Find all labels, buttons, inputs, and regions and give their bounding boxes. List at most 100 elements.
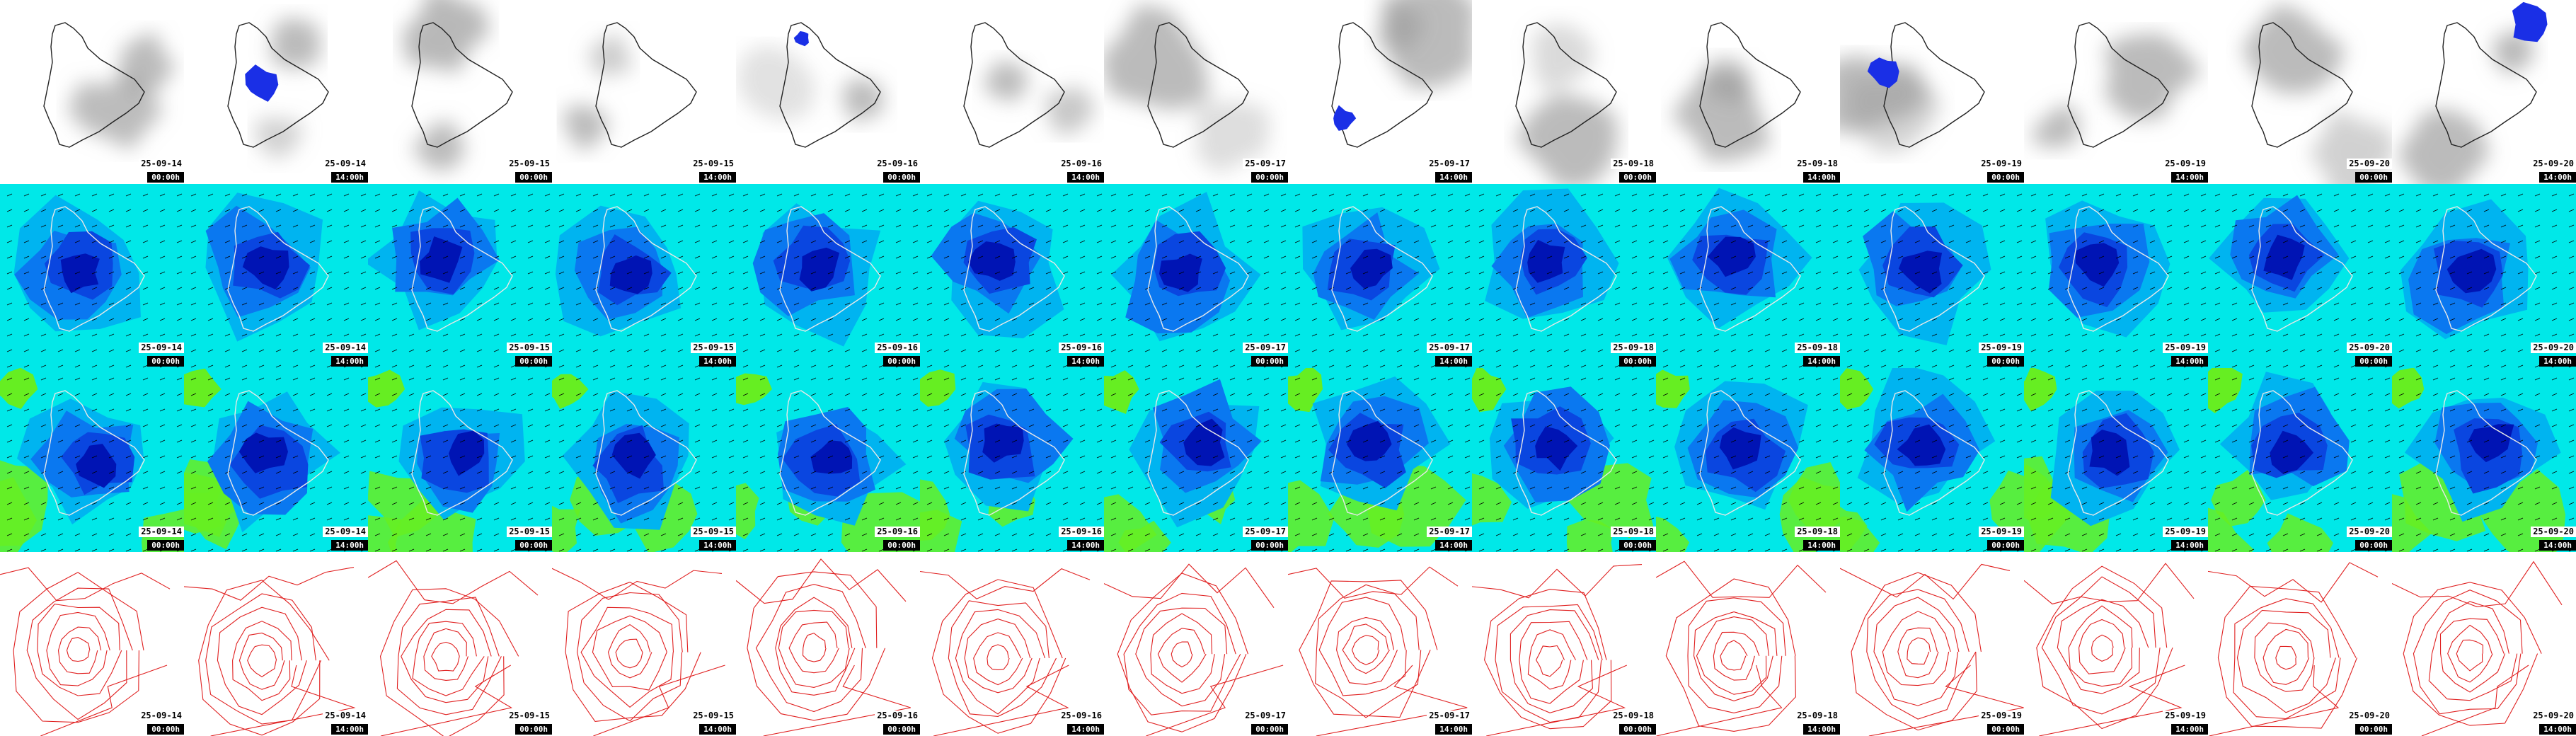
panel-clouds-precip-4: 25-09-15 14:00h (552, 0, 736, 184)
timestamp-hour: 00:00h (147, 724, 184, 735)
timestamp-hour: 14:00h (1435, 172, 1472, 183)
timestamp-label: 25-09-14 14:00h (317, 527, 368, 551)
timestamp-label: 25-09-17 00:00h (1237, 343, 1288, 367)
panel-field-a-6: 25-09-16 14:00h (920, 184, 1104, 368)
timestamp-label: 25-09-14 00:00h (133, 711, 184, 735)
timestamp-date: 25-09-18 (1611, 159, 1656, 169)
timestamp-label: 25-09-15 00:00h (501, 527, 552, 551)
timestamp-label: 25-09-19 00:00h (1973, 343, 2024, 367)
panel-pressure-contours-14: 25-09-20 14:00h (2392, 552, 2576, 736)
panel-clouds-precip-8: 25-09-17 14:00h (1288, 0, 1472, 184)
field-map (1288, 184, 1472, 368)
timestamp-date: 25-09-15 (691, 343, 736, 353)
panel-field-b-2: 25-09-14 14:00h (184, 368, 368, 552)
timestamp-label: 25-09-15 14:00h (685, 711, 736, 735)
timestamp-hour: 14:00h (1067, 172, 1104, 183)
timestamp-label: 25-09-16 14:00h (1053, 343, 1104, 367)
cloud-map (1288, 0, 1472, 184)
panel-field-b-10: 25-09-18 14:00h (1656, 368, 1840, 552)
contour-map (0, 552, 184, 736)
contour-map (2024, 552, 2208, 736)
timestamp-label: 25-09-16 00:00h (869, 527, 920, 551)
cloud-map (736, 0, 920, 184)
timestamp-date: 25-09-14 (139, 527, 184, 537)
timestamp-hour: 14:00h (1803, 724, 1840, 735)
contour-map (552, 552, 736, 736)
timestamp-label: 25-09-14 14:00h (317, 711, 368, 735)
panel-pressure-contours-1: 25-09-14 00:00h (0, 552, 184, 736)
cloud-map (1656, 0, 1840, 184)
timestamp-label: 25-09-17 00:00h (1237, 159, 1288, 183)
panel-field-a-13: 25-09-20 00:00h (2208, 184, 2392, 368)
timestamp-date: 25-09-18 (1611, 711, 1656, 721)
panel-field-b-11: 25-09-19 00:00h (1840, 368, 2024, 552)
field-map (552, 184, 736, 368)
timestamp-hour: 00:00h (515, 724, 552, 735)
timestamp-hour: 14:00h (331, 172, 368, 183)
panel-pressure-contours-9: 25-09-18 00:00h (1472, 552, 1656, 736)
timestamp-date: 25-09-16 (875, 343, 920, 353)
cloud-map (2392, 0, 2576, 184)
timestamp-hour: 00:00h (1251, 724, 1288, 735)
panel-clouds-precip-9: 25-09-18 00:00h (1472, 0, 1656, 184)
panel-field-a-3: 25-09-15 00:00h (368, 184, 552, 368)
timestamp-date: 25-09-17 (1427, 711, 1472, 721)
timestamp-date: 25-09-18 (1795, 527, 1840, 537)
timestamp-hour: 14:00h (331, 356, 368, 367)
timestamp-date: 25-09-16 (1059, 159, 1104, 169)
timestamp-label: 25-09-14 14:00h (317, 343, 368, 367)
timestamp-hour: 00:00h (147, 356, 184, 367)
timestamp-label: 25-09-14 00:00h (133, 159, 184, 183)
field-map (1288, 368, 1472, 552)
timestamp-date: 25-09-20 (2347, 159, 2392, 169)
timestamp-hour: 14:00h (2171, 356, 2208, 367)
timestamp-label: 25-09-19 14:00h (2157, 159, 2208, 183)
timestamp-hour: 14:00h (2539, 540, 2576, 551)
timestamp-date: 25-09-18 (1795, 711, 1840, 721)
timestamp-hour: 14:00h (1067, 724, 1104, 735)
cloud-map (1840, 0, 2024, 184)
timestamp-hour: 14:00h (1435, 724, 1472, 735)
timestamp-date: 25-09-20 (2531, 343, 2576, 353)
timestamp-date: 25-09-19 (2163, 527, 2208, 537)
field-map (1840, 184, 2024, 368)
timestamp-date: 25-09-16 (1059, 527, 1104, 537)
contour-map (1656, 552, 1840, 736)
field-map (2024, 368, 2208, 552)
timestamp-date: 25-09-19 (2163, 711, 2208, 721)
panel-clouds-precip-2: 25-09-14 14:00h (184, 0, 368, 184)
timestamp-label: 25-09-20 14:00h (2525, 527, 2576, 551)
timestamp-date: 25-09-14 (139, 711, 184, 721)
timestamp-date: 25-09-19 (2163, 159, 2208, 169)
field-map (184, 184, 368, 368)
panel-field-b-3: 25-09-15 00:00h (368, 368, 552, 552)
panel-pressure-contours-12: 25-09-19 14:00h (2024, 552, 2208, 736)
contour-map (1840, 552, 2024, 736)
timestamp-date: 25-09-17 (1427, 527, 1472, 537)
field-map (2208, 368, 2392, 552)
timestamp-date: 25-09-17 (1427, 343, 1472, 353)
timestamp-date: 25-09-14 (323, 527, 368, 537)
timestamp-hour: 14:00h (2539, 724, 2576, 735)
panel-pressure-contours-7: 25-09-17 00:00h (1104, 552, 1288, 736)
timestamp-hour: 00:00h (1987, 172, 2024, 183)
field-map (736, 184, 920, 368)
panel-field-b-1: 25-09-14 00:00h (0, 368, 184, 552)
cloud-map (1472, 0, 1656, 184)
contour-map (184, 552, 368, 736)
timestamp-hour: 14:00h (1067, 356, 1104, 367)
timestamp-label: 25-09-19 00:00h (1973, 527, 2024, 551)
timestamp-label: 25-09-18 00:00h (1605, 159, 1656, 183)
timestamp-date: 25-09-20 (2531, 159, 2576, 169)
panel-clouds-precip-3: 25-09-15 00:00h (368, 0, 552, 184)
timestamp-date: 25-09-17 (1243, 711, 1288, 721)
cloud-map (552, 0, 736, 184)
timestamp-hour: 00:00h (1251, 356, 1288, 367)
timestamp-date: 25-09-14 (323, 711, 368, 721)
timestamp-label: 25-09-15 00:00h (501, 343, 552, 367)
timestamp-label: 25-09-16 00:00h (869, 159, 920, 183)
timestamp-hour: 00:00h (2355, 356, 2392, 367)
field-map (920, 368, 1104, 552)
cloud-map (2208, 0, 2392, 184)
timestamp-hour: 14:00h (2539, 356, 2576, 367)
